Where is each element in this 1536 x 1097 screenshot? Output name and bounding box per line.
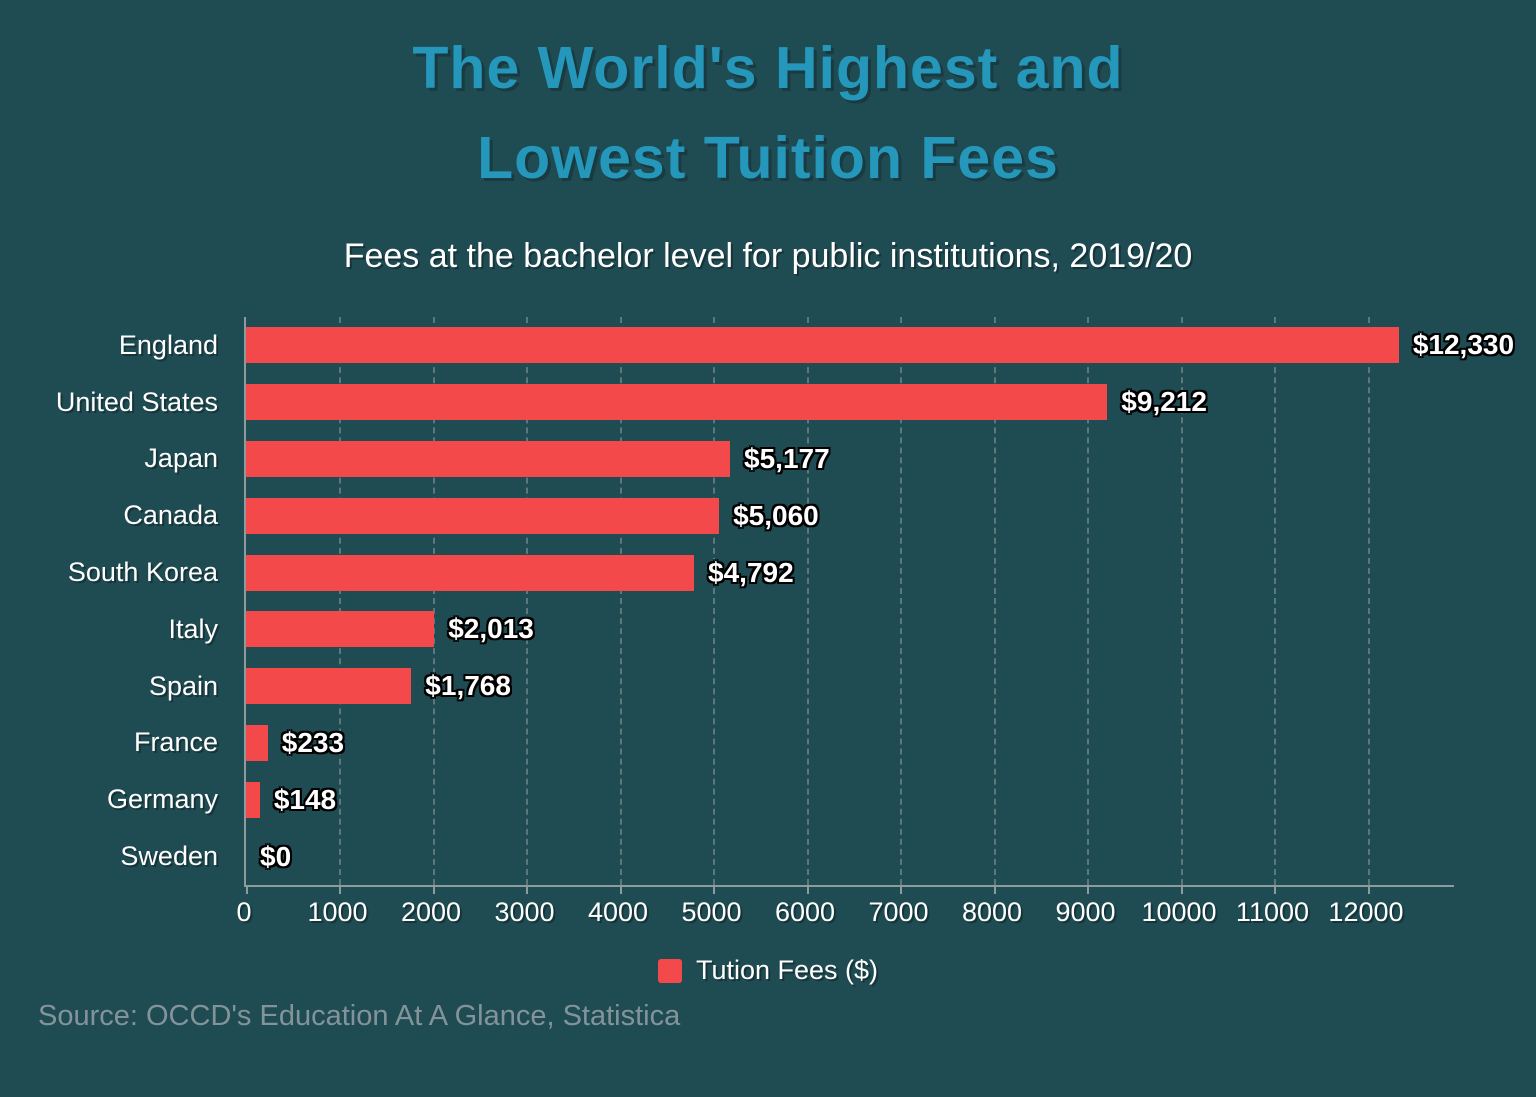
chart-legend: Tution Fees ($) xyxy=(0,955,1536,986)
gridline xyxy=(806,317,809,885)
x-tick-label: 1000 xyxy=(307,897,368,927)
legend-swatch-icon xyxy=(657,958,682,983)
gridline xyxy=(526,317,529,885)
axis-tickmark xyxy=(993,887,996,894)
bar xyxy=(246,668,412,705)
bar-value-label: $1,768 xyxy=(425,670,511,702)
x-axis-ticks: 0 1000 2000 3000 4000 5000 6000 7000 8000 9000 100… xyxy=(236,897,1452,933)
chart-title-line2: Lowest Tuition Fees xyxy=(477,125,1059,191)
bar-value-label: $148 xyxy=(273,783,337,815)
axis-tickmark xyxy=(1274,887,1277,894)
x-tick-label: 8000 xyxy=(961,897,1023,927)
bar xyxy=(246,327,1399,364)
y-category-label: United States xyxy=(55,386,218,417)
x-tick-label: 12000 xyxy=(1328,897,1404,927)
axis-tickmark xyxy=(246,887,248,894)
gridline xyxy=(339,317,342,885)
bar-value-label: $5,060 xyxy=(733,499,819,531)
x-tick-label: 7000 xyxy=(868,897,929,927)
x-tick-label: 0 xyxy=(236,897,252,927)
axis-tickmark xyxy=(713,887,716,894)
bar xyxy=(246,725,268,761)
y-category-label: Germany xyxy=(106,784,218,815)
axis-tickmark xyxy=(619,887,622,894)
bar-value-label: $233 xyxy=(281,727,345,758)
bar xyxy=(246,611,435,648)
y-category-label: England xyxy=(118,329,218,360)
axis-tickmark xyxy=(526,887,529,894)
axis-tickmark xyxy=(1087,887,1090,894)
legend-label: Tution Fees ($) xyxy=(695,955,879,985)
x-tick-label: 5000 xyxy=(681,897,742,927)
gridline xyxy=(900,317,903,885)
bar-value-label: $2,013 xyxy=(448,613,534,645)
gridline xyxy=(993,317,996,885)
plot-area: $12,330 $9,212 $5,177 $5,060 $4,792 $2,013 $1,… xyxy=(244,317,1514,894)
gridline xyxy=(1180,317,1183,885)
x-tick-label: 11000 xyxy=(1235,897,1310,927)
bar xyxy=(246,781,260,818)
bar-value-label: $5,177 xyxy=(744,443,830,474)
chart-title-line1: The World's Highest and xyxy=(412,35,1124,101)
y-category-label: Italy xyxy=(168,613,218,644)
axis-tickmark xyxy=(339,887,342,894)
bar-value-label: $0 xyxy=(260,840,292,872)
bar-value-label: $4,792 xyxy=(708,556,794,588)
y-category-label: South Korea xyxy=(67,557,218,588)
gridline xyxy=(432,317,435,885)
y-category-label: Sweden xyxy=(120,841,218,872)
x-tick-label: 2000 xyxy=(400,897,462,927)
x-tick-label: 6000 xyxy=(774,897,836,927)
y-category-label: Canada xyxy=(123,500,218,531)
bar xyxy=(246,384,1108,421)
axis-tickmark xyxy=(432,887,435,894)
x-tick-label: 9000 xyxy=(1055,897,1116,927)
bar-value-label: $9,212 xyxy=(1121,386,1207,418)
bar xyxy=(246,554,695,591)
y-category-label: Japan xyxy=(144,443,218,474)
gridline xyxy=(1274,317,1277,885)
axis-tickmark xyxy=(900,887,903,894)
x-tick-label: 4000 xyxy=(587,897,649,927)
x-tick-label: 10000 xyxy=(1141,897,1217,927)
axis-tickmark xyxy=(1367,887,1370,894)
gridline xyxy=(713,317,716,885)
bar-value-label: $12,330 xyxy=(1412,329,1515,361)
axis-tickmark xyxy=(806,887,809,894)
y-category-label: Spain xyxy=(148,670,218,701)
gridline xyxy=(1367,317,1370,885)
gridline xyxy=(619,317,622,885)
chart-subtitle: Fees at the bachelor level for public in… xyxy=(343,237,1193,275)
gridline xyxy=(1087,317,1090,885)
x-tick-label: 3000 xyxy=(494,897,555,927)
bar xyxy=(246,441,731,477)
source-attribution: Source: OCCD's Education At A Glance, St… xyxy=(38,1000,681,1032)
y-axis-labels: England United States Japan Canada South Kor… xyxy=(0,317,218,885)
bar xyxy=(246,497,720,534)
y-category-label: France xyxy=(133,727,218,758)
axis-tickmark xyxy=(1180,887,1183,894)
